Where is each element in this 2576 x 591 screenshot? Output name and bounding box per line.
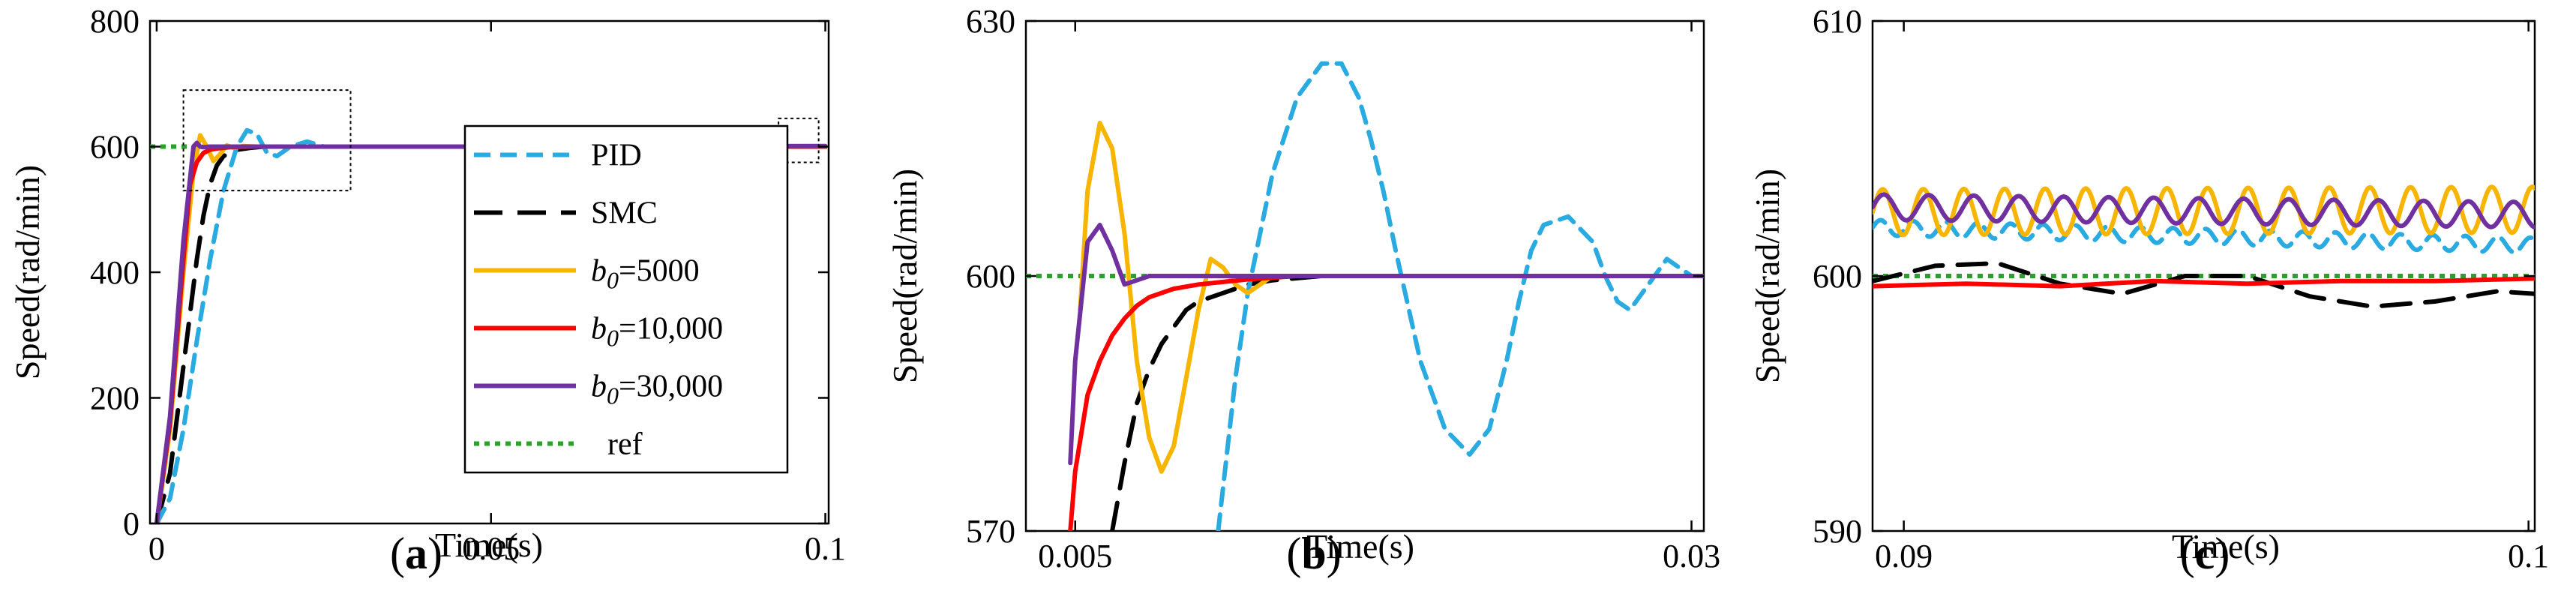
panel-a-ytick-label: 200: [90, 380, 139, 417]
panel-c-caption: (c): [2180, 529, 2230, 578]
panel-b-xlabel: Time(s): [1306, 527, 1414, 566]
panel-b-series-b0-5000: [1078, 121, 1704, 474]
panel-a-xtick-label: 0: [148, 530, 165, 567]
panel-c-ticks: 0.09 0.1 590 600 610: [1813, 3, 2549, 574]
panel-a: 0 0.05 0.1 0 200 400 600 800 PID SMC b0=5000 b0=10…: [8, 3, 846, 578]
panel-b-ylabel: Speed(rad/min): [886, 169, 924, 383]
panel-b-ticks: 0.005 0.03 570 600 630: [966, 3, 1720, 574]
panel-b-series-b0-30000: [1068, 223, 1704, 466]
panel-c-series-b0-30000: [1873, 192, 2535, 230]
panel-a-series-b0-30000: [154, 140, 828, 524]
panel-b-series: [1026, 61, 1704, 531]
panel-b-series-b0-10000: [1068, 274, 1704, 531]
zoom-box: [182, 89, 352, 192]
panel-a-ytick-label: 600: [90, 129, 139, 166]
panel-c-ytick-label: 590: [1813, 513, 1862, 550]
panel-a-series: [150, 128, 829, 524]
panel-a-xtick-label: 0.05: [462, 530, 520, 567]
panel-a-ytick-label: 800: [90, 3, 139, 40]
panel-b-ytick-label: 630: [966, 3, 1015, 40]
legend: PID SMC b0=5000 b0=10,000 b0=30,000 ref: [463, 124, 789, 474]
panel-b-xtick-label: 0.03: [1663, 538, 1720, 574]
legend-box: [463, 124, 789, 474]
panel-c-series-pid: [1873, 218, 2535, 255]
legend-label: b0=30,000: [591, 370, 723, 410]
panel-b-caption: (b): [1286, 529, 1341, 578]
panel-b-xtick-label: 0.005: [1038, 538, 1112, 574]
panel-c-xtick-label: 0.1: [2508, 538, 2549, 574]
panel-b: 0.005 0.03 570 600 630 Speed(rad/min) Time(s…: [886, 3, 1720, 578]
panel-c-series-smc: [1873, 261, 2535, 309]
panel-c-ytick-label: 610: [1813, 3, 1862, 40]
legend-label: ref: [607, 428, 643, 462]
panel-c-xtick-label: 0.09: [1875, 538, 1933, 574]
legend-label: SMC: [591, 196, 658, 231]
panel-b-series-pid: [1216, 61, 1704, 531]
panel-c-ylabel: Speed(rad/min): [1748, 169, 1786, 383]
panel-b-ytick-label: 600: [966, 258, 1015, 295]
panel-c-ytick-label: 600: [1813, 258, 1862, 295]
legend-label: b0=5000: [591, 254, 700, 294]
panel-a-ytick-label: 0: [123, 506, 139, 542]
panel-c-series-b0-5000: [1873, 184, 2535, 238]
panel-c-xlabel: Time(s): [2172, 527, 2280, 566]
panel-a-xtick-label: 0.1: [805, 530, 846, 567]
panel-b-ytick-label: 570: [966, 513, 1015, 550]
panel-a-xlabel: Time(s): [435, 526, 543, 564]
legend-label: b0=10,000: [591, 312, 723, 352]
panel-c-series: [1873, 184, 2535, 309]
panel-a-ytick-label: 400: [90, 254, 139, 291]
panel-a-ylabel: Speed(rad/min): [8, 165, 46, 380]
legend-label: PID: [591, 139, 642, 173]
panel-a-caption: (a): [390, 529, 442, 578]
panel-c-series-b0-10000: [1873, 276, 2535, 289]
panel-a-ticks: 0 0.05 0.1 0 200 400 600 800: [90, 3, 846, 567]
